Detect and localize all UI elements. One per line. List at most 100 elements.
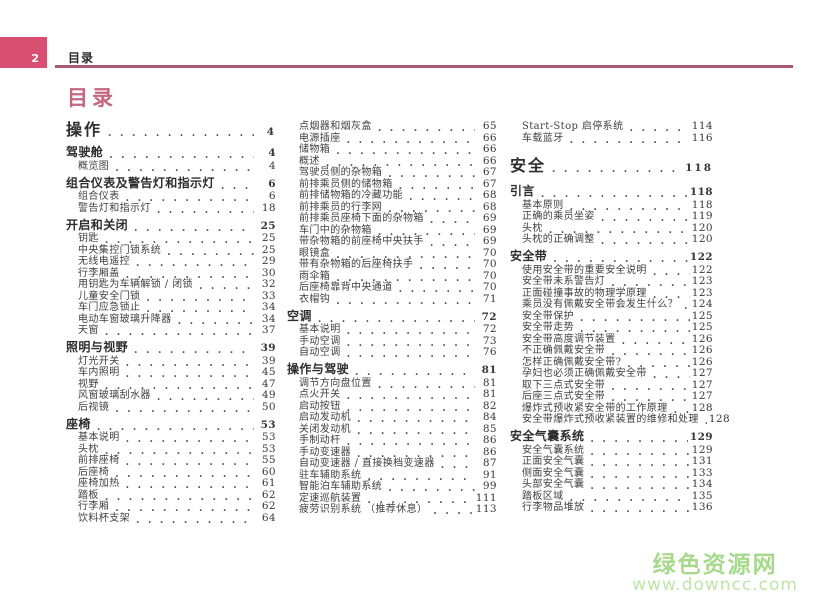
dot-leader bbox=[134, 258, 254, 268]
toc-entry-page: 66 bbox=[482, 143, 497, 155]
toc-entry-label: 后座椅靠背中央通道 bbox=[299, 282, 393, 293]
dot-leader bbox=[144, 292, 254, 303]
toc-entry-label: 疲劳识别系统 （推荐休息） bbox=[299, 504, 428, 515]
toc-entry-page: 34 bbox=[261, 301, 276, 313]
toc-entry-label: 安全带走势 bbox=[522, 322, 574, 333]
toc-entry-page: 6 bbox=[268, 177, 276, 190]
dot-leader bbox=[345, 337, 475, 348]
toc-entry: 启动发动机 84 bbox=[287, 411, 497, 423]
toc-entry: 储物箱 66 bbox=[287, 143, 497, 156]
toc-entry-page: 123 bbox=[691, 286, 713, 299]
toc-entry-label: 孕妇也必须正确佩戴安全带 bbox=[522, 368, 647, 379]
toc-entry-page: 126 bbox=[691, 344, 713, 356]
toc-entry-label: 驾驶舱 bbox=[66, 145, 104, 159]
toc-entry: 操作 4 bbox=[66, 121, 276, 142]
toc-entry-label: 概览图 bbox=[78, 160, 110, 172]
toc-entry-label: 前排乘员的行李网 bbox=[299, 201, 383, 213]
toc-entry: 手动空调 73 bbox=[287, 335, 497, 348]
toc-entry-label: 手制动杆 bbox=[299, 435, 341, 446]
dot-leader bbox=[568, 201, 690, 212]
toc-entry-label: 饮料杯支架 bbox=[78, 512, 130, 524]
dot-leader bbox=[103, 445, 254, 456]
header-rule bbox=[55, 65, 793, 68]
dot-leader bbox=[428, 238, 475, 248]
toc-entry-page: 86 bbox=[482, 434, 497, 446]
toc-entry: 操作与驾驶 81 bbox=[287, 362, 497, 377]
toc-entry-label: 驻车辅助系统 bbox=[299, 469, 362, 481]
toc-entry-page: 53 bbox=[261, 431, 276, 443]
toc-entry-label: 正面碰撞事故的物理学原理 bbox=[522, 287, 647, 299]
toc-entry-page: 68 bbox=[482, 200, 497, 213]
dot-leader bbox=[417, 261, 475, 271]
dot-leader bbox=[334, 146, 475, 156]
toc-entry-label: 启动按钮 bbox=[299, 400, 341, 412]
dot-leader bbox=[124, 434, 254, 444]
toc-entry-label: 安全气囊系统 bbox=[522, 444, 585, 456]
toc-entry-page: 70 bbox=[482, 269, 497, 282]
dot-leader bbox=[334, 295, 475, 306]
dot-leader bbox=[428, 215, 475, 225]
toc-entry: 前排储物箱的冷藏功能 68 bbox=[287, 189, 497, 201]
toc-entry: 行李厢 62 bbox=[66, 500, 276, 513]
dot-leader bbox=[682, 301, 690, 311]
toc-entry: 乘员没有佩戴安全带会发生什么？ 124 bbox=[510, 298, 713, 311]
toc-entry-label: 概述 bbox=[299, 155, 320, 167]
toc-entry: 头枕 53 bbox=[66, 443, 276, 456]
dot-leader bbox=[324, 157, 475, 168]
toc-entry: 电源插座 66 bbox=[287, 132, 497, 144]
toc-entry-label: 前排乘员座椅下面的杂物箱 bbox=[299, 213, 424, 224]
toc-entry: 侧面安全气囊 133 bbox=[510, 467, 713, 479]
dot-leader bbox=[113, 503, 254, 513]
toc-entry-label: 调节方向盘位置 bbox=[299, 377, 372, 389]
toc-entry-page: 18 bbox=[261, 201, 276, 214]
dot-leader bbox=[144, 304, 254, 314]
toc-entry-page: 118 bbox=[685, 162, 713, 174]
dot-leader bbox=[609, 347, 690, 357]
toc-entry: 正面碰撞事故的物理学原理 123 bbox=[510, 286, 713, 299]
toc-entry-page: 37 bbox=[261, 324, 276, 336]
toc-entry-page: 126 bbox=[691, 355, 713, 368]
toc-entry-label: 正面安全气囊 bbox=[522, 456, 585, 467]
dot-leader bbox=[588, 481, 689, 491]
toc-entry-page: 131 bbox=[691, 455, 713, 467]
toc-entry-page: 34 bbox=[261, 312, 276, 325]
dot-leader bbox=[345, 349, 475, 359]
dot-leader bbox=[365, 494, 473, 505]
toc-entry-label: 自动空调 bbox=[299, 347, 341, 358]
toc-entry-page: 25 bbox=[261, 232, 276, 244]
toc-entry-page: 114 bbox=[691, 120, 713, 132]
dot-leader bbox=[355, 448, 475, 459]
toc-entry-page: 67 bbox=[482, 166, 497, 178]
toc-entry: 组合仪表 6 bbox=[66, 190, 276, 202]
dot-leader bbox=[588, 458, 689, 468]
toc-entry-page: 123 bbox=[691, 275, 713, 287]
dot-leader bbox=[345, 437, 475, 447]
dot-leader bbox=[103, 380, 254, 391]
toc-entry: 疲劳识别系统 （推荐休息） 113 bbox=[287, 503, 497, 515]
toc-entry-label: Start-Stop 启停系统 bbox=[522, 121, 624, 132]
dot-leader bbox=[113, 403, 254, 414]
toc-entry: 座椅 53 bbox=[66, 417, 276, 432]
dot-leader bbox=[609, 278, 690, 288]
toc-entry-label: 智能泊车辅助系统 bbox=[299, 481, 383, 492]
toc-entry-page: 70 bbox=[482, 281, 497, 293]
dot-leader bbox=[124, 357, 254, 368]
dot-leader bbox=[568, 492, 690, 503]
toc-entry: 手制动杆 86 bbox=[287, 434, 497, 447]
toc-entry-page: 65 bbox=[482, 120, 497, 132]
toc-entry-page: 62 bbox=[261, 488, 276, 501]
toc-entry-page: 25 bbox=[261, 243, 276, 256]
dot-leader bbox=[376, 379, 475, 390]
toc-entry-page: 99 bbox=[482, 480, 497, 492]
toc-entry-page: 85 bbox=[482, 422, 497, 435]
toc-entry-page: 82 bbox=[482, 399, 497, 412]
toc-entry-label: 车载蓝牙 bbox=[522, 132, 564, 144]
toc-entry: 行李厢盖 30 bbox=[66, 267, 276, 279]
toc-entry-page: 120 bbox=[691, 221, 713, 234]
toc-entry-label: 使用安全带的重要安全说明 bbox=[522, 264, 647, 276]
toc-entry-page: 120 bbox=[691, 233, 713, 245]
dot-leader bbox=[219, 181, 254, 191]
toc-entry-label: 基本原则 bbox=[522, 199, 564, 211]
toc-entry-page: 118 bbox=[689, 186, 713, 198]
toc-entry-page: 127 bbox=[691, 367, 713, 379]
